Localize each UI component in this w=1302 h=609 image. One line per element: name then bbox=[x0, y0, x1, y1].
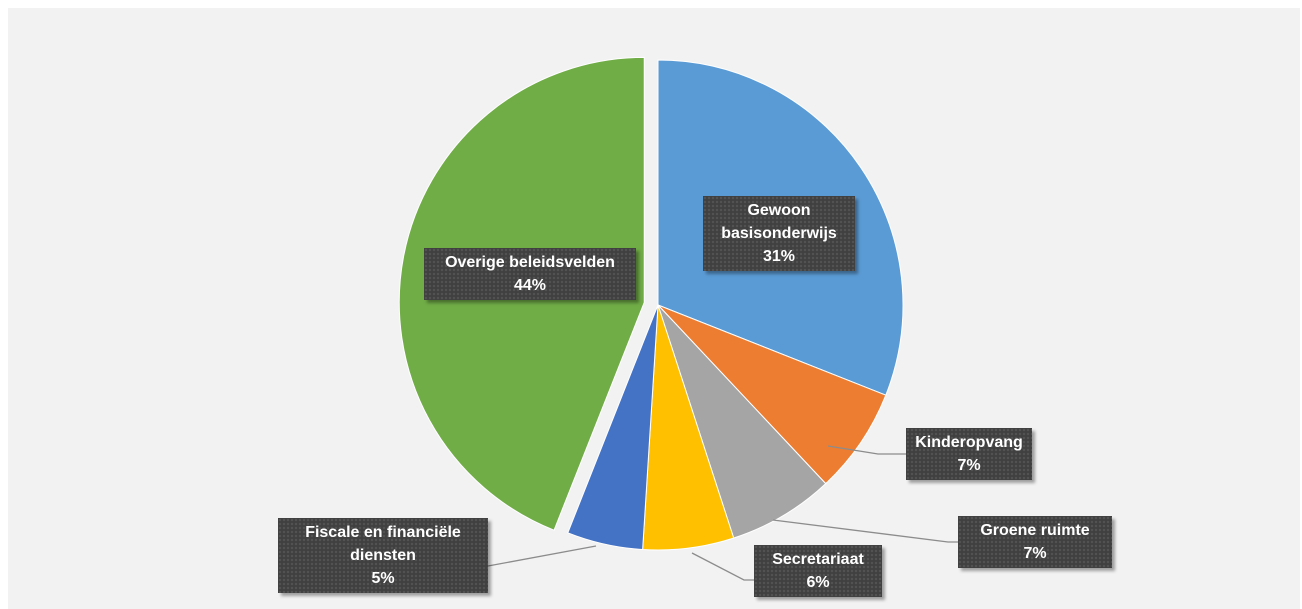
data-label-percent: 44% bbox=[513, 277, 547, 294]
slices-layer bbox=[398, 56, 904, 551]
data-label-name-line-2: diensten bbox=[350, 547, 416, 564]
data-label-name-line-2: basisonderwijs bbox=[721, 225, 837, 242]
data-label-name: Secretariaat bbox=[772, 551, 864, 568]
data-label-name-line-1: Gewoon bbox=[747, 202, 811, 219]
pie-slice-groene-ruimte bbox=[657, 304, 827, 539]
leader-line-fiscale bbox=[487, 545, 597, 567]
data-label-groene-ruimte: Groene ruimte 7% bbox=[958, 516, 1112, 568]
data-label-name-line-1: Fiscale en financiële bbox=[305, 524, 461, 541]
leader-line-kinderopvang bbox=[827, 445, 906, 455]
data-label-kinderopvang: Kinderopvang 7% bbox=[906, 428, 1032, 480]
chart-area: Gewoon basisonderwijs 31% Kinderopvang 7… bbox=[8, 8, 1300, 609]
data-label-percent: 6% bbox=[806, 574, 830, 591]
data-label-overige-beleidsvelden: Overige beleidsvelden 44% bbox=[424, 248, 636, 300]
data-label-percent: 7% bbox=[957, 457, 981, 474]
leader-lines-layer bbox=[487, 445, 958, 581]
data-label-secretariaat: Secretariaat 6% bbox=[754, 545, 882, 597]
data-label-fiscale-en-financiele-diensten: Fiscale en financiële diensten 5% bbox=[278, 518, 488, 593]
data-label-name: Kinderopvang bbox=[915, 434, 1023, 451]
data-label-name: Overige beleidsvelden bbox=[445, 254, 615, 271]
data-label-name: Groene ruimte bbox=[980, 522, 1090, 539]
data-label-percent: 5% bbox=[371, 570, 395, 587]
data-label-percent: 7% bbox=[1023, 545, 1047, 562]
leader-line-groene-ruimte bbox=[772, 519, 958, 543]
data-label-percent: 31% bbox=[762, 248, 796, 265]
leader-line-secretariaat bbox=[691, 552, 754, 581]
pie-slice-fiscale-en-financiële-diensten bbox=[567, 304, 659, 551]
data-label-gewoon-basisonderwijs: Gewoon basisonderwijs 31% bbox=[703, 196, 855, 271]
pie-slice-kinderopvang bbox=[657, 304, 887, 485]
